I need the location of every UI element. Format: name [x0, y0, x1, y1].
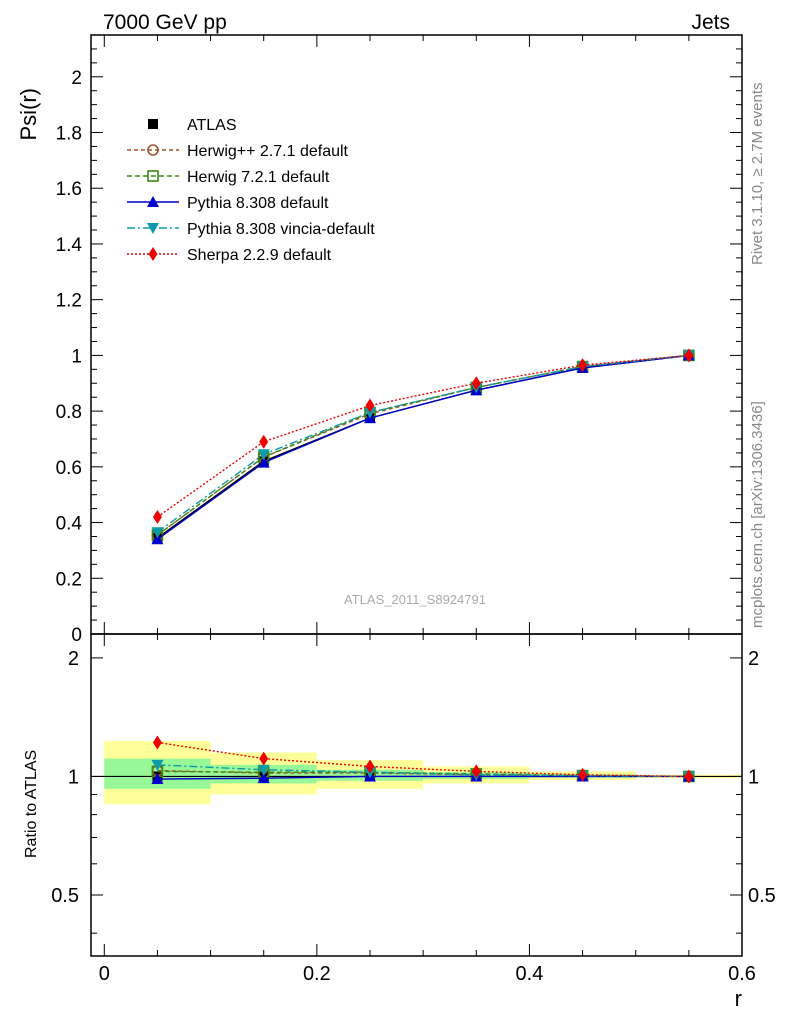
- watermark-label: ATLAS_2011_S8924791: [344, 592, 486, 607]
- series-atlas: [152, 350, 694, 543]
- legend-item-sherpa-2-2-9-default: Sherpa 2.2.9 default: [127, 247, 332, 264]
- main-y-axis-label: Psi(r): [16, 88, 41, 141]
- ratio-y-tick-label: 0.5: [51, 885, 79, 907]
- legend-marker: [147, 144, 159, 156]
- ratio-line-pythia-8-308-vincia-default: [157, 764, 689, 778]
- legend: ATLAS Herwig++ 2.7.1 default Herwig 7.2.1 …: [127, 117, 375, 264]
- legend-label: ATLAS: [187, 117, 237, 134]
- ratio-plot-panel: 0.5 0.5 1 1 2 2 0 0.2 0.4 0.6 Ratio to ATLAS r: [23, 633, 776, 1011]
- main-y-tick-label: 2: [71, 68, 82, 89]
- ratio-point-sherpa-2-2-9-default: [471, 764, 481, 779]
- series-pythia-8-308-default: [151, 349, 695, 545]
- data-point-sherpa-2-2-9-default: [152, 509, 162, 524]
- series-herwig-2-7-1-default: [151, 349, 695, 541]
- ratio-point-sherpa-2-2-9-default: [259, 751, 269, 766]
- legend-label: Pythia 8.308 default: [187, 195, 329, 212]
- ratio-plot-frame: [90, 633, 743, 957]
- ratio-y-tick-label-right: 2: [748, 648, 759, 670]
- ratio-point-pythia-8-308-default: [257, 772, 270, 784]
- x-tick-label: 0.2: [303, 963, 331, 985]
- data-point-pythia-8-308-vincia-default: [257, 449, 270, 461]
- legend-marker: [147, 223, 159, 234]
- series-herwig-7-2-1-default: [151, 349, 695, 541]
- x-tick-label: 0: [99, 963, 110, 985]
- main-y-tick-label: 0.4: [56, 514, 83, 535]
- ratio-point-pythia-8-308-vincia-default: [257, 764, 270, 776]
- ratio-series-sherpa-2-2-9-default: [152, 735, 694, 784]
- ratio-line-pythia-8-308-default: [157, 775, 689, 780]
- main-y-tick-label: 0.2: [56, 569, 82, 590]
- legend-label: Herwig 7.2.1 default: [187, 169, 330, 186]
- header-right-title: Jets: [691, 11, 730, 34]
- ratio-y-tick-label: 2: [68, 648, 79, 670]
- ratio-y-tick-label-right: 0.5: [748, 885, 776, 907]
- ratio-point-pythia-8-308-vincia-default: [151, 759, 164, 771]
- legend-item-pythia-8-308-default: Pythia 8.308 default: [127, 195, 329, 212]
- x-axis-label: r: [735, 986, 742, 1011]
- main-y-tick-label: 0.8: [56, 402, 82, 423]
- ratio-point-sherpa-2-2-9-default: [578, 767, 588, 782]
- data-point-sherpa-2-2-9-default: [684, 348, 694, 363]
- data-point-pythia-8-308-default: [151, 533, 164, 545]
- header-left-title: 7000 GeV pp: [103, 11, 227, 34]
- legend-label: Pythia 8.308 vincia-default: [187, 221, 375, 238]
- x-tick-label: 0.4: [516, 963, 544, 985]
- legend-item-herwig-2-7-1-default: Herwig++ 2.7.1 default: [127, 143, 349, 160]
- mcplots-source-label: mcplots.cern.ch [arXiv:1306.3436]: [749, 401, 766, 628]
- data-point-pythia-8-308-vincia-default: [364, 407, 376, 419]
- data-point-pythia-8-308-default: [257, 456, 270, 468]
- ratio-point-sherpa-2-2-9-default: [365, 759, 375, 774]
- main-y-tick-label: 1.8: [56, 124, 82, 145]
- data-point-sherpa-2-2-9-default: [365, 398, 375, 413]
- series-line-sherpa-2-2-9-default: [157, 354, 689, 518]
- data-point-sherpa-2-2-9-default: [471, 376, 481, 391]
- series-line-pythia-8-308-default: [157, 354, 689, 540]
- x-tick-label: 0.6: [728, 963, 756, 985]
- legend-marker: [147, 170, 159, 182]
- legend-item-pythia-8-308-vincia-default: Pythia 8.308 vincia-default: [127, 221, 375, 238]
- legend-marker: [148, 247, 158, 261]
- data-point-pythia-8-308-vincia-default: [151, 527, 164, 539]
- legend-marker: [147, 196, 159, 207]
- ratio-line-sherpa-2-2-9-default: [157, 741, 689, 778]
- data-point-sherpa-2-2-9-default: [578, 358, 588, 373]
- legend-label: Herwig++ 2.7.1 default: [187, 143, 349, 160]
- main-y-tick-label: 0.6: [56, 458, 82, 479]
- main-plot-panel: 0 0.2 0.4 0.6 0.8 1 1.2 1.4 1.6 1.8 2 Psi(r) ATLAS…: [16, 34, 743, 646]
- ratio-point-sherpa-2-2-9-default: [684, 769, 694, 784]
- ratio-y-axis-label: Ratio to ATLAS: [23, 750, 40, 858]
- series-sherpa-2-2-9-default: [152, 348, 694, 524]
- legend-marker: [148, 119, 158, 129]
- ratio-point-sherpa-2-2-9-default: [152, 735, 162, 750]
- series-line-pythia-8-308-vincia-default: [157, 354, 689, 533]
- main-y-tick-label: 1: [71, 346, 82, 367]
- ratio-y-tick-label: 1: [68, 766, 79, 788]
- series-pythia-8-308-vincia-default: [151, 350, 695, 539]
- legend-item-atlas: ATLAS: [148, 117, 237, 134]
- rivet-version-label: Rivet 3.1.10, ≥ 2.7M events: [749, 83, 766, 266]
- main-y-tick-label: 1.4: [56, 235, 83, 256]
- main-y-tick-label: 1.2: [56, 291, 82, 312]
- series-line-atlas: [157, 354, 689, 539]
- data-point-sherpa-2-2-9-default: [259, 434, 269, 449]
- series-line-herwig-2-7-1-default: [157, 354, 689, 536]
- main-y-tick-label: 0: [71, 625, 82, 646]
- legend-item-herwig-7-2-1-default: Herwig 7.2.1 default: [127, 169, 330, 186]
- legend-label: Sherpa 2.2.9 default: [187, 247, 332, 264]
- main-y-tick-label: 1.6: [56, 179, 82, 200]
- ratio-point-pythia-8-308-default: [151, 773, 164, 785]
- series-line-herwig-7-2-1-default: [157, 354, 689, 536]
- ratio-y-tick-label-right: 1: [748, 766, 759, 788]
